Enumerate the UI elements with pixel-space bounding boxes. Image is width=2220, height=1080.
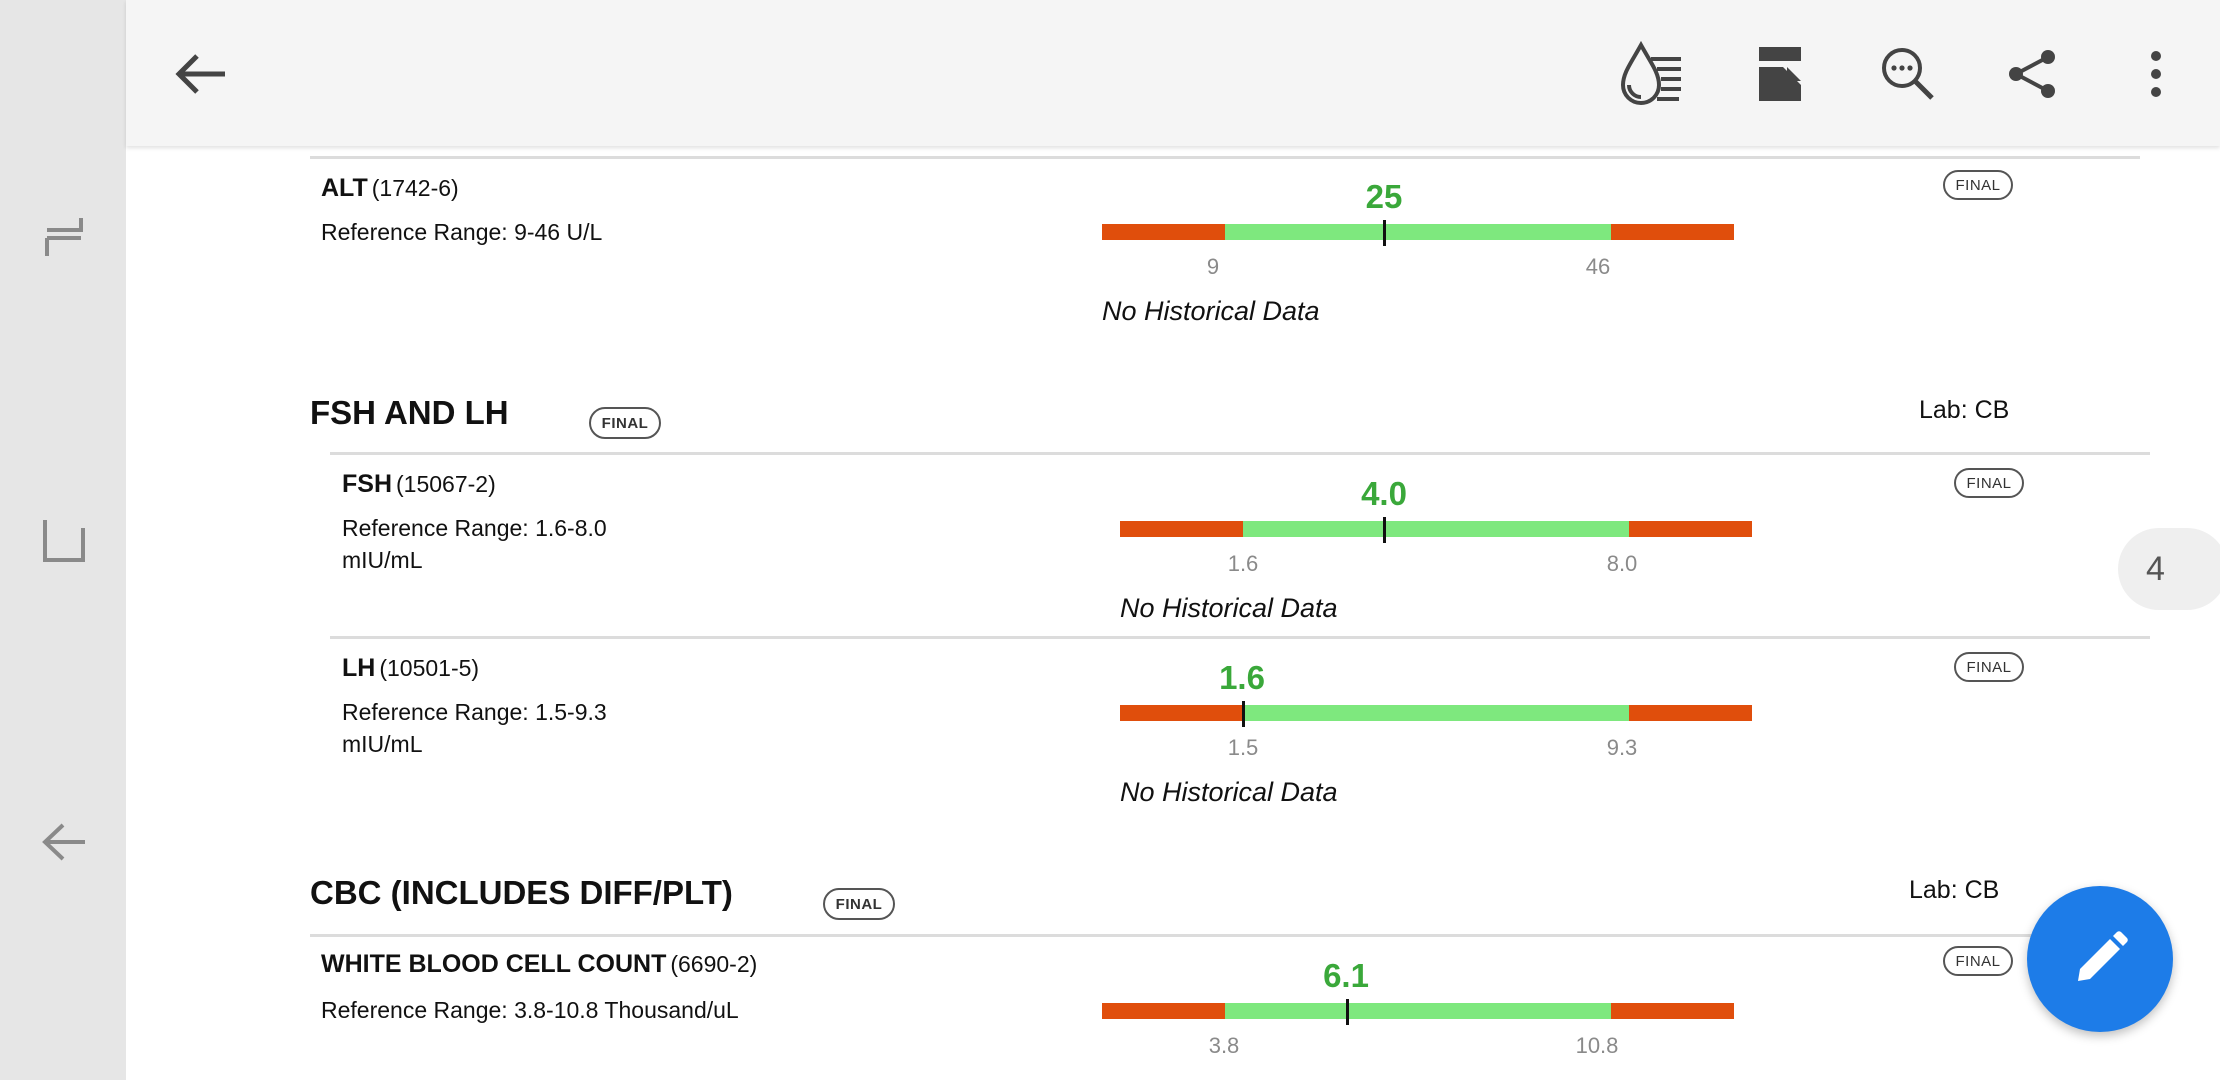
- no-historical-data: No Historical Data: [1120, 777, 1338, 807]
- page-indicator[interactable]: 4: [2118, 528, 2220, 610]
- high-out-of-range-segment: [1611, 1003, 1734, 1019]
- range-bar: 1.6 1.5 9.3: [1120, 659, 1752, 760]
- navigation-rail: [0, 0, 126, 1080]
- low-limit-label: 9: [1206, 254, 1220, 279]
- edit-pencil-icon: [2078, 931, 2128, 981]
- test-row-fsh[interactable]: FSH (15067-2): [342, 470, 496, 499]
- reference-range-line: Reference Range: 1.5-9.3: [342, 699, 607, 725]
- result-value: 1.6: [1219, 659, 1265, 696]
- lab-label: Lab: CB: [1919, 396, 2010, 424]
- section-title: CBC (INCLUDES DIFF/PLT): [310, 874, 733, 911]
- reference-range-unit: mIU/mL: [342, 731, 423, 757]
- test-code: (6690-2): [670, 951, 758, 977]
- back-icon[interactable]: [38, 816, 90, 868]
- status-badge: FINAL: [1943, 170, 2013, 200]
- section-title: FSH AND LH: [310, 394, 509, 431]
- status-badge: FINAL: [1954, 468, 2024, 498]
- in-range-segment: [1225, 224, 1611, 240]
- value-marker: [1383, 517, 1386, 543]
- test-name: FSH: [342, 470, 392, 498]
- in-range-segment: [1243, 705, 1629, 721]
- divider: [330, 452, 2150, 455]
- page-number: 4: [2146, 549, 2165, 588]
- test-name: WHITE BLOOD CELL COUNT: [321, 950, 667, 978]
- range-bar: 25 9 46: [1102, 178, 1734, 279]
- section-status-badge: FINAL: [823, 888, 895, 920]
- in-range-segment: [1243, 521, 1629, 537]
- low-limit-label: 1.6: [1227, 551, 1259, 576]
- high-out-of-range-segment: [1629, 705, 1752, 721]
- low-out-of-range-segment: [1120, 705, 1243, 721]
- high-out-of-range-segment: [1611, 224, 1734, 240]
- recent-apps-icon[interactable]: [38, 212, 90, 264]
- home-icon[interactable]: [38, 514, 90, 566]
- value-marker: [1383, 220, 1386, 246]
- test-name: LH: [342, 654, 376, 682]
- reference-range: Reference Range: 1.5-9.3 mIU/mL: [342, 696, 607, 760]
- high-limit-label: 10.8: [1575, 1033, 1619, 1058]
- divider: [310, 934, 2140, 937]
- more-vert-icon[interactable]: [2120, 38, 2192, 110]
- value-marker: [1242, 701, 1245, 727]
- test-row-white-blood-cell-count[interactable]: WHITE BLOOD CELL COUNT (6690-2): [321, 950, 757, 979]
- reference-range: Reference Range: 3.8-10.8 Thousand/uL: [321, 997, 739, 1023]
- section-status-badge: FINAL: [589, 407, 661, 439]
- test-code: (1742-6): [371, 175, 459, 201]
- test-row-alt[interactable]: ALT (1742-6): [321, 174, 459, 203]
- back-arrow-icon[interactable]: [164, 38, 236, 110]
- lab-results-icon[interactable]: [1616, 38, 1688, 110]
- value-marker: [1346, 999, 1349, 1025]
- status-badge: FINAL: [1954, 652, 2024, 682]
- test-code: (15067-2): [396, 471, 496, 497]
- low-out-of-range-segment: [1102, 1003, 1225, 1019]
- test-code: (10501-5): [379, 655, 480, 681]
- reference-range-line: Reference Range: 1.6-8.0: [342, 515, 607, 541]
- high-out-of-range-segment: [1629, 521, 1752, 537]
- in-range-segment: [1225, 1003, 1611, 1019]
- edit-fab-button[interactable]: [2027, 886, 2173, 1032]
- test-name: ALT: [321, 174, 368, 202]
- low-out-of-range-segment: [1102, 224, 1225, 240]
- low-limit-label: 3.8: [1208, 1033, 1240, 1058]
- range-bar: 4.0 1.6 8.0: [1120, 475, 1752, 576]
- no-historical-data: No Historical Data: [1120, 593, 1338, 623]
- divider: [310, 156, 2140, 159]
- low-out-of-range-segment: [1120, 521, 1243, 537]
- reference-range: Reference Range: 1.6-8.0 mIU/mL: [342, 512, 607, 576]
- share-icon[interactable]: [1996, 38, 2068, 110]
- low-limit-label: 1.5: [1227, 735, 1259, 760]
- no-historical-data: No Historical Data: [1102, 296, 1320, 326]
- high-limit-label: 9.3: [1606, 735, 1638, 760]
- test-row-lh[interactable]: LH (10501-5): [342, 654, 479, 683]
- divider: [330, 636, 2150, 639]
- result-value: 6.1: [1323, 957, 1369, 994]
- high-limit-label: 8.0: [1606, 551, 1638, 576]
- reference-range-unit: mIU/mL: [342, 547, 423, 573]
- lab-label: Lab: CB: [1909, 876, 2000, 904]
- top-app-bar: [126, 0, 2220, 146]
- results-list[interactable]: ALT (1742-6) Reference Range: 9-46 U/L FI…: [126, 146, 2220, 1080]
- reference-range: Reference Range: 9-46 U/L: [321, 219, 603, 245]
- result-value: 4.0: [1361, 475, 1407, 512]
- range-bar: 6.1 3.8 10.8: [1102, 957, 1734, 1058]
- search-icon[interactable]: [1872, 38, 1944, 110]
- high-limit-label: 46: [1585, 254, 1611, 279]
- status-badge: FINAL: [1943, 946, 2013, 976]
- report-icon[interactable]: [1744, 38, 1816, 110]
- result-value: 25: [1365, 178, 1403, 215]
